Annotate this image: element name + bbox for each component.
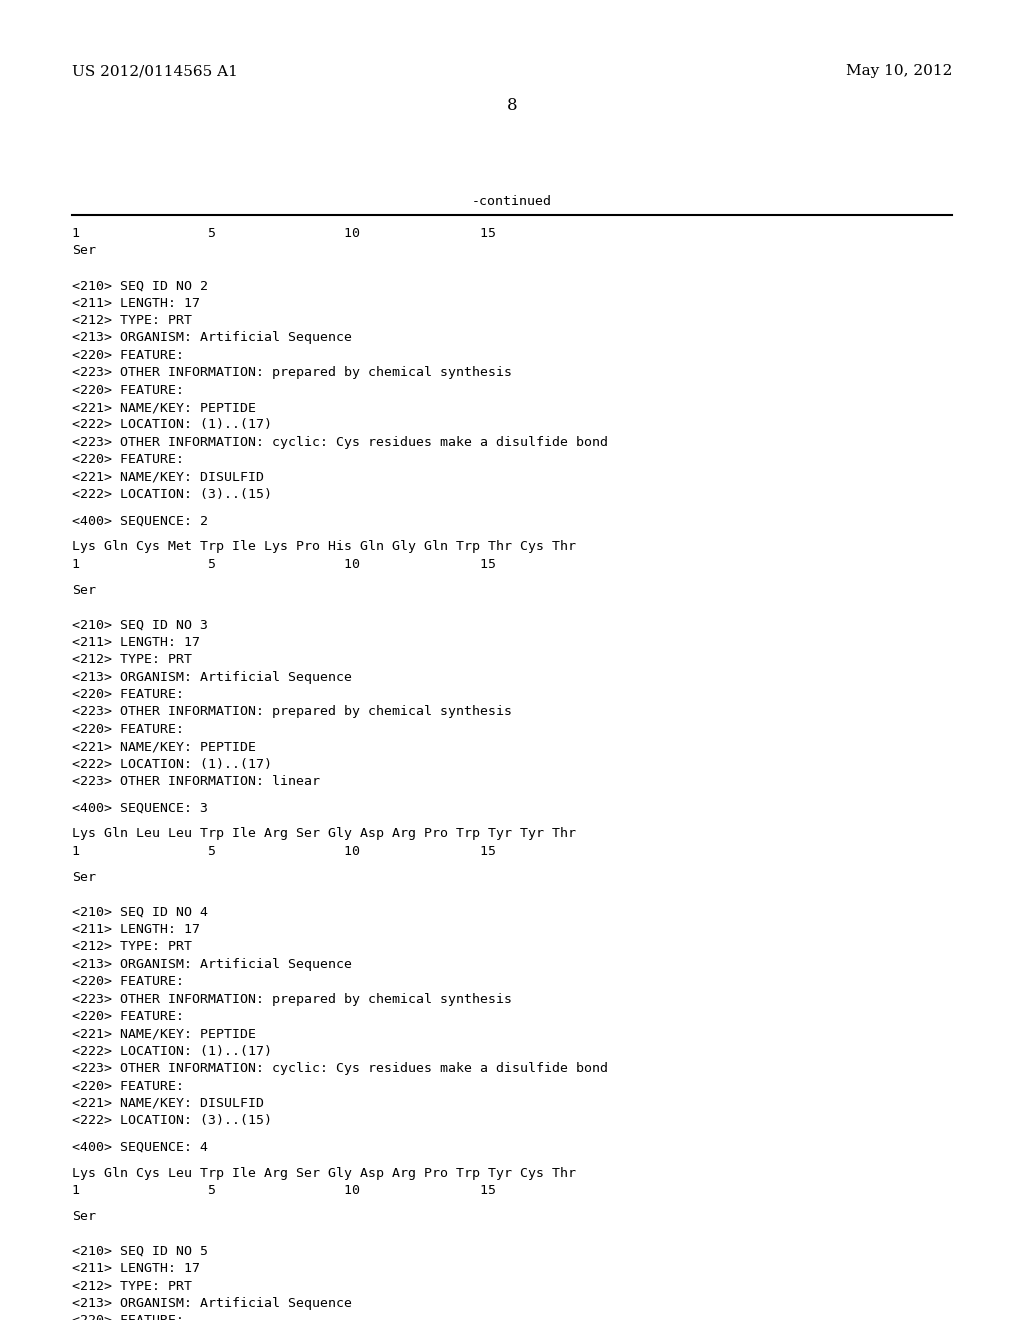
Text: <213> ORGANISM: Artificial Sequence: <213> ORGANISM: Artificial Sequence xyxy=(72,1298,352,1309)
Text: Lys Gln Leu Leu Trp Ile Arg Ser Gly Asp Arg Pro Trp Tyr Tyr Thr: Lys Gln Leu Leu Trp Ile Arg Ser Gly Asp … xyxy=(72,828,575,841)
Text: <212> TYPE: PRT: <212> TYPE: PRT xyxy=(72,940,191,953)
Text: <221> NAME/KEY: PEPTIDE: <221> NAME/KEY: PEPTIDE xyxy=(72,401,256,414)
Text: <223> OTHER INFORMATION: prepared by chemical synthesis: <223> OTHER INFORMATION: prepared by che… xyxy=(72,705,512,718)
Text: <212> TYPE: PRT: <212> TYPE: PRT xyxy=(72,653,191,667)
Text: Lys Gln Cys Met Trp Ile Lys Pro His Gln Gly Gln Trp Thr Cys Thr: Lys Gln Cys Met Trp Ile Lys Pro His Gln … xyxy=(72,540,575,553)
Text: <223> OTHER INFORMATION: cyclic: Cys residues make a disulfide bond: <223> OTHER INFORMATION: cyclic: Cys res… xyxy=(72,436,608,449)
Text: Lys Gln Cys Leu Trp Ile Arg Ser Gly Asp Arg Pro Trp Tyr Cys Thr: Lys Gln Cys Leu Trp Ile Arg Ser Gly Asp … xyxy=(72,1167,575,1180)
Text: Ser: Ser xyxy=(72,583,96,597)
Text: <222> LOCATION: (1)..(17): <222> LOCATION: (1)..(17) xyxy=(72,758,272,771)
Text: Ser: Ser xyxy=(72,244,96,257)
Text: <400> SEQUENCE: 2: <400> SEQUENCE: 2 xyxy=(72,513,208,527)
Text: May 10, 2012: May 10, 2012 xyxy=(846,63,952,78)
Text: <222> LOCATION: (1)..(17): <222> LOCATION: (1)..(17) xyxy=(72,1044,272,1057)
Text: <220> FEATURE:: <220> FEATURE: xyxy=(72,453,184,466)
Text: <220> FEATURE:: <220> FEATURE: xyxy=(72,1010,184,1023)
Text: <212> TYPE: PRT: <212> TYPE: PRT xyxy=(72,1279,191,1292)
Text: <400> SEQUENCE: 4: <400> SEQUENCE: 4 xyxy=(72,1140,208,1154)
Text: <211> LENGTH: 17: <211> LENGTH: 17 xyxy=(72,297,200,310)
Text: 8: 8 xyxy=(507,98,517,114)
Text: US 2012/0114565 A1: US 2012/0114565 A1 xyxy=(72,63,238,78)
Text: <221> NAME/KEY: DISULFID: <221> NAME/KEY: DISULFID xyxy=(72,471,264,483)
Text: <211> LENGTH: 17: <211> LENGTH: 17 xyxy=(72,923,200,936)
Text: Ser: Ser xyxy=(72,1210,96,1224)
Text: 1                5                10               15: 1 5 10 15 xyxy=(72,227,496,240)
Text: <210> SEQ ID NO 5: <210> SEQ ID NO 5 xyxy=(72,1245,208,1258)
Text: -continued: -continued xyxy=(472,195,552,209)
Text: <221> NAME/KEY: PEPTIDE: <221> NAME/KEY: PEPTIDE xyxy=(72,741,256,754)
Text: <212> TYPE: PRT: <212> TYPE: PRT xyxy=(72,314,191,327)
Text: <223> OTHER INFORMATION: linear: <223> OTHER INFORMATION: linear xyxy=(72,775,319,788)
Text: <210> SEQ ID NO 2: <210> SEQ ID NO 2 xyxy=(72,280,208,292)
Text: <221> NAME/KEY: PEPTIDE: <221> NAME/KEY: PEPTIDE xyxy=(72,1027,256,1040)
Text: <210> SEQ ID NO 3: <210> SEQ ID NO 3 xyxy=(72,619,208,631)
Text: <221> NAME/KEY: DISULFID: <221> NAME/KEY: DISULFID xyxy=(72,1097,264,1110)
Text: <222> LOCATION: (1)..(17): <222> LOCATION: (1)..(17) xyxy=(72,418,272,432)
Text: 1                5                10               15: 1 5 10 15 xyxy=(72,557,496,570)
Text: 1                5                10               15: 1 5 10 15 xyxy=(72,1184,496,1197)
Text: <400> SEQUENCE: 3: <400> SEQUENCE: 3 xyxy=(72,801,208,814)
Text: <220> FEATURE:: <220> FEATURE: xyxy=(72,723,184,735)
Text: <210> SEQ ID NO 4: <210> SEQ ID NO 4 xyxy=(72,906,208,919)
Text: <220> FEATURE:: <220> FEATURE: xyxy=(72,1315,184,1320)
Text: Ser: Ser xyxy=(72,871,96,884)
Text: <222> LOCATION: (3)..(15): <222> LOCATION: (3)..(15) xyxy=(72,488,272,502)
Text: <223> OTHER INFORMATION: cyclic: Cys residues make a disulfide bond: <223> OTHER INFORMATION: cyclic: Cys res… xyxy=(72,1063,608,1074)
Text: <222> LOCATION: (3)..(15): <222> LOCATION: (3)..(15) xyxy=(72,1114,272,1127)
Text: <223> OTHER INFORMATION: prepared by chemical synthesis: <223> OTHER INFORMATION: prepared by che… xyxy=(72,366,512,379)
Text: <220> FEATURE:: <220> FEATURE: xyxy=(72,348,184,362)
Text: <223> OTHER INFORMATION: prepared by chemical synthesis: <223> OTHER INFORMATION: prepared by che… xyxy=(72,993,512,1006)
Text: <220> FEATURE:: <220> FEATURE: xyxy=(72,1080,184,1093)
Text: <213> ORGANISM: Artificial Sequence: <213> ORGANISM: Artificial Sequence xyxy=(72,331,352,345)
Text: 1                5                10               15: 1 5 10 15 xyxy=(72,845,496,858)
Text: <211> LENGTH: 17: <211> LENGTH: 17 xyxy=(72,1262,200,1275)
Text: <213> ORGANISM: Artificial Sequence: <213> ORGANISM: Artificial Sequence xyxy=(72,671,352,684)
Text: <211> LENGTH: 17: <211> LENGTH: 17 xyxy=(72,636,200,649)
Text: <220> FEATURE:: <220> FEATURE: xyxy=(72,688,184,701)
Text: <220> FEATURE:: <220> FEATURE: xyxy=(72,975,184,989)
Text: <220> FEATURE:: <220> FEATURE: xyxy=(72,384,184,396)
Text: <213> ORGANISM: Artificial Sequence: <213> ORGANISM: Artificial Sequence xyxy=(72,958,352,970)
